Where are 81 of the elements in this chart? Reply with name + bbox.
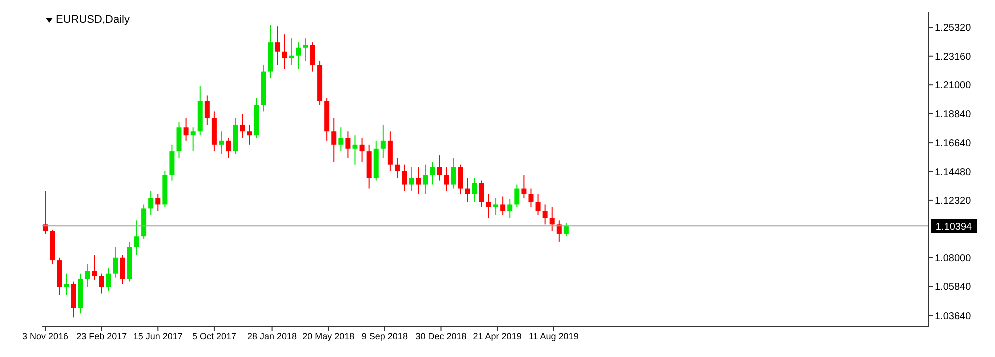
candlestick	[332, 118, 337, 163]
candlestick	[352, 135, 358, 166]
candlestick	[64, 273, 70, 296]
candlestick	[451, 158, 456, 190]
x-tick-label: 20 May 2018	[302, 331, 355, 342]
candlestick	[346, 131, 351, 159]
chart-title: EURUSD,Daily	[56, 14, 130, 26]
candlestick	[380, 124, 386, 159]
candlestick	[226, 138, 232, 159]
candlestick	[522, 174, 527, 199]
candlestick	[416, 167, 422, 195]
x-tick-label: 28 Jan 2018	[248, 331, 298, 342]
x-tick-label: 3 Nov 2016	[22, 331, 69, 342]
candlestick	[479, 180, 484, 208]
candlestick	[204, 95, 210, 126]
y-tick-label: 1.12320	[935, 196, 972, 208]
candlestick	[394, 158, 400, 179]
candlestick	[156, 194, 161, 212]
candlestick	[465, 178, 470, 203]
candlestick	[508, 198, 513, 219]
candlestick	[444, 167, 450, 192]
candlestick	[247, 124, 252, 146]
y-tick-label: 1.25320	[935, 23, 972, 34]
candlestick	[388, 131, 393, 172]
candlestick	[430, 162, 436, 186]
y-tick-label: 1.16640	[935, 138, 972, 150]
candlestick	[564, 222, 569, 238]
y-tick-label: 1.05840	[935, 282, 972, 294]
candlestick	[296, 42, 302, 70]
candlestick	[282, 34, 288, 70]
candlestick	[106, 268, 112, 292]
candlestick	[240, 114, 246, 139]
x-tick-label: 5 Oct 2017	[192, 331, 236, 342]
candlestick	[494, 198, 499, 216]
candlestick	[550, 206, 555, 232]
candlestick	[303, 38, 308, 62]
y-tick-label: 1.23160	[935, 52, 972, 63]
y-tick-label: 1.14480	[935, 167, 972, 178]
candlestick	[360, 138, 365, 163]
candlestick	[176, 122, 182, 159]
candlestick	[338, 127, 344, 152]
candlestick	[486, 194, 492, 219]
x-tick-label: 21 Apr 2019	[473, 331, 522, 342]
candlestick	[120, 254, 126, 285]
candlestick	[184, 118, 189, 142]
y-tick-label: 1.18840	[935, 109, 972, 120]
candlestick	[402, 164, 408, 192]
candlestick	[218, 131, 224, 155]
candlestick	[409, 167, 414, 192]
candlestick	[113, 246, 118, 278]
candlestick	[458, 164, 464, 195]
x-tick-label: 15 Jun 2017	[133, 331, 183, 342]
candlestick	[289, 38, 294, 66]
y-tick-label: 1.08000	[935, 253, 972, 264]
candlestick	[170, 144, 175, 182]
candlestick	[472, 178, 478, 203]
candlestick	[275, 26, 280, 66]
ref-line-label: 1.10394	[936, 222, 973, 234]
candlestick	[134, 220, 140, 256]
candlestick	[92, 254, 98, 281]
x-tick-label: 9 Sep 2018	[362, 331, 408, 342]
candlestick	[99, 273, 104, 294]
candlestick	[148, 190, 154, 216]
candlestick	[43, 190, 48, 234]
candlestick	[71, 281, 76, 318]
y-tick-label: 1.21000	[935, 80, 972, 92]
x-tick-label: 30 Dec 2018	[416, 331, 467, 342]
candlestick	[536, 194, 541, 216]
candlestick	[500, 196, 506, 216]
candlestick	[437, 155, 442, 182]
x-tick-label: 23 Feb 2017	[76, 331, 128, 342]
candlestick	[514, 184, 520, 208]
candlestick	[190, 127, 196, 152]
candlestick	[528, 188, 534, 208]
candlestick	[310, 42, 316, 72]
x-tick-label: 11 Aug 2019	[528, 331, 579, 342]
candlestick	[423, 164, 428, 195]
candlestick	[556, 220, 562, 242]
candlestick	[542, 204, 548, 226]
y-tick-label: 1.03640	[935, 311, 972, 322]
candlestick	[85, 264, 90, 288]
